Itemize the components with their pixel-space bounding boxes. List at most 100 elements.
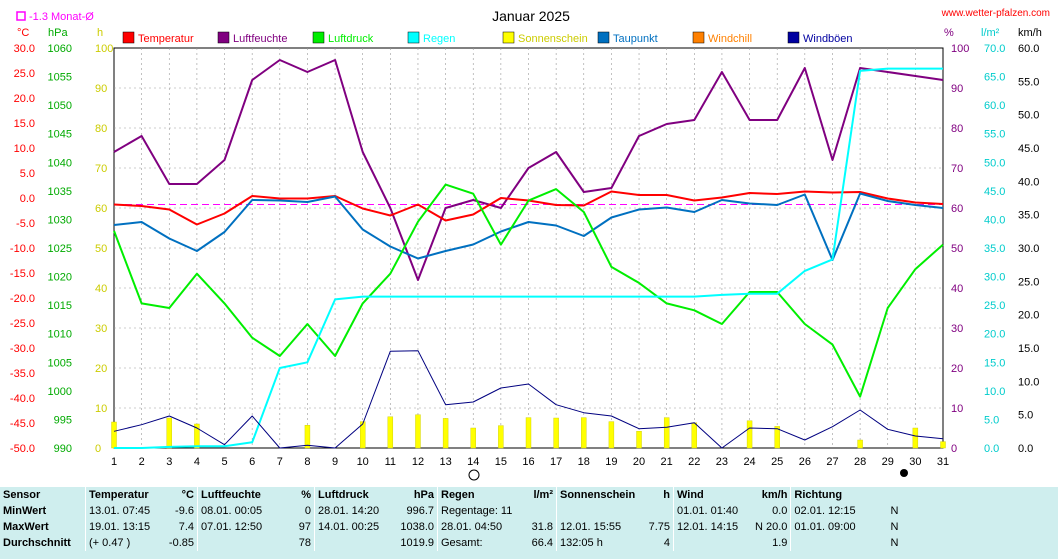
wind-tick-label: 10.0 bbox=[1018, 376, 1039, 388]
sunshine-bar bbox=[857, 439, 863, 449]
x-tick-label: 21 bbox=[661, 456, 673, 468]
pressure-tick-label: 1055 bbox=[48, 72, 72, 84]
legend-swatch bbox=[217, 31, 230, 44]
header-hum-unit: % bbox=[301, 489, 311, 501]
temp-value: 7.4 bbox=[178, 521, 194, 533]
wind-tick-label: 55.0 bbox=[1018, 76, 1039, 88]
legend-label: Windböen bbox=[803, 33, 853, 45]
stats-row-min: MinWert 13.01. 07:45 -9.6 08.01. 00:05 0… bbox=[0, 503, 901, 519]
pressure-tick-label: 1040 bbox=[48, 157, 72, 169]
rain-time: 28.01. 04:50 bbox=[437, 519, 526, 535]
sun-value bbox=[643, 503, 674, 519]
x-tick-label: 25 bbox=[771, 456, 783, 468]
percent-tick-label: 80 bbox=[951, 123, 963, 135]
rain-tick-label: 55.0 bbox=[984, 129, 1005, 141]
wind-tick-label: 60.0 bbox=[1018, 43, 1039, 55]
legend-label: Sonnenschein bbox=[518, 33, 588, 45]
hours-tick-label: 80 bbox=[95, 123, 107, 135]
sunshine-bar bbox=[387, 416, 394, 449]
x-tick-label: 24 bbox=[743, 456, 755, 468]
wind-value: 0.0 bbox=[772, 505, 788, 517]
sunshine-bar bbox=[774, 426, 780, 449]
x-tick-label: 11 bbox=[385, 456, 396, 468]
row-label: MinWert bbox=[3, 505, 47, 517]
pressure-tick-label: 1010 bbox=[48, 329, 72, 341]
rain-tick-label: 25.0 bbox=[984, 300, 1005, 312]
sunshine-bar bbox=[663, 417, 670, 449]
temp-unit: °C bbox=[17, 27, 29, 39]
hours-tick-label: 30 bbox=[95, 323, 107, 335]
legend-swatch bbox=[787, 31, 800, 44]
temp-time: 13.01. 07:45 bbox=[85, 503, 156, 519]
rain-tick-label: 60.0 bbox=[984, 100, 1005, 112]
legend-label: Temperatur bbox=[138, 33, 194, 45]
hours-tick-label: 60 bbox=[95, 203, 107, 215]
sunshine-bar bbox=[525, 417, 532, 449]
rain-tick-label: 70.0 bbox=[984, 43, 1005, 55]
x-tick-label: 15 bbox=[495, 456, 507, 468]
temp-tick-label: -20.0 bbox=[10, 293, 35, 305]
series-line-luftdruck bbox=[113, 183, 944, 398]
sunshine-bar bbox=[166, 417, 172, 449]
pressure-tick-label: 995 bbox=[54, 414, 72, 426]
header-temp: Temperatur bbox=[85, 487, 156, 503]
wind-tick-label: 40.0 bbox=[1018, 176, 1039, 188]
x-tick-label: 17 bbox=[550, 456, 562, 468]
legend-swatch bbox=[312, 31, 325, 44]
temp-tick-label: 5.0 bbox=[20, 168, 35, 180]
pressure-tick-label: 1060 bbox=[48, 43, 72, 55]
temp-tick-label: 20.0 bbox=[14, 93, 35, 105]
rain-tick-label: 15.0 bbox=[984, 357, 1005, 369]
header-press: Luftdruck bbox=[314, 487, 391, 503]
pressure-tick-label: 1050 bbox=[48, 100, 72, 112]
temp-value: -9.6 bbox=[175, 505, 194, 517]
weather-chart: Januar 2025 www.wetter-pfalzen.com -1.3 … bbox=[9, 8, 1050, 481]
pressure-tick-label: 1005 bbox=[48, 357, 72, 369]
temp-tick-label: -50.0 bbox=[10, 443, 35, 455]
wind-tick-label: 30.0 bbox=[1018, 243, 1039, 255]
hum-time: 07.01. 12:50 bbox=[197, 519, 276, 535]
new-moon-icon bbox=[900, 469, 908, 477]
stats-row-avg: Durchschnitt (+ 0.47 ) -0.85 78 1019.9 G… bbox=[0, 535, 901, 551]
percent-tick-label: 100 bbox=[951, 43, 969, 55]
pressure-tick-label: 990 bbox=[54, 443, 72, 455]
statistics-table: Sensor Temperatur °C Luftfeuchte % Luftd… bbox=[0, 487, 901, 551]
temp-tick-label: 25.0 bbox=[14, 68, 35, 80]
pressure-tick-label: 1020 bbox=[48, 272, 72, 284]
legend: Temperatur Luftfeuchte Luftdruck Regen Sonne… bbox=[122, 31, 853, 45]
wind-value: 1.9 bbox=[772, 537, 788, 549]
x-tick-label: 28 bbox=[854, 456, 866, 468]
header-hum: Luftfeuchte bbox=[197, 487, 276, 503]
x-tick-label: 12 bbox=[412, 456, 424, 468]
header-rain-unit: l/m² bbox=[533, 489, 553, 501]
wind-time: 01.01. 01:40 bbox=[673, 503, 752, 519]
x-tick-label: 30 bbox=[909, 456, 921, 468]
percent-tick-label: 30 bbox=[951, 323, 963, 335]
source-link[interactable]: www.wetter-pfalzen.com bbox=[941, 8, 1050, 19]
temp-tick-label: 0.0 bbox=[20, 193, 35, 205]
pressure-tick-label: 1035 bbox=[48, 186, 72, 198]
percent-tick-label: 0 bbox=[951, 443, 957, 455]
temp-time: (+ 0.47 ) bbox=[85, 535, 156, 551]
x-tick-label: 3 bbox=[166, 456, 172, 468]
sunshine-bar bbox=[470, 427, 476, 449]
pressure-tick-label: 1045 bbox=[48, 129, 72, 141]
legend-swatch bbox=[597, 31, 610, 44]
press-time bbox=[314, 535, 391, 551]
temp-tick-label: -25.0 bbox=[10, 318, 35, 330]
temp-tick-label: -45.0 bbox=[10, 418, 35, 430]
header-temp-unit: °C bbox=[181, 489, 194, 501]
header-dir: Richtung bbox=[790, 487, 882, 503]
hours-tick-label: 0 bbox=[95, 443, 101, 455]
x-tick-label: 5 bbox=[221, 456, 227, 468]
chart-title: Januar 2025 bbox=[492, 8, 570, 24]
sunshine-bars bbox=[111, 414, 946, 449]
monthly-avg-label: -1.3 Monat-Ø bbox=[29, 11, 94, 23]
sunshine-bar bbox=[581, 417, 587, 449]
rain-tick-label: 20.0 bbox=[984, 329, 1005, 341]
temp-tick-label: -35.0 bbox=[10, 368, 35, 380]
x-tick-label: 6 bbox=[249, 456, 255, 468]
percent-tick-label: 10 bbox=[951, 403, 963, 415]
pressure-tick-label: 1000 bbox=[48, 386, 72, 398]
monthly-avg-marker bbox=[16, 11, 26, 21]
